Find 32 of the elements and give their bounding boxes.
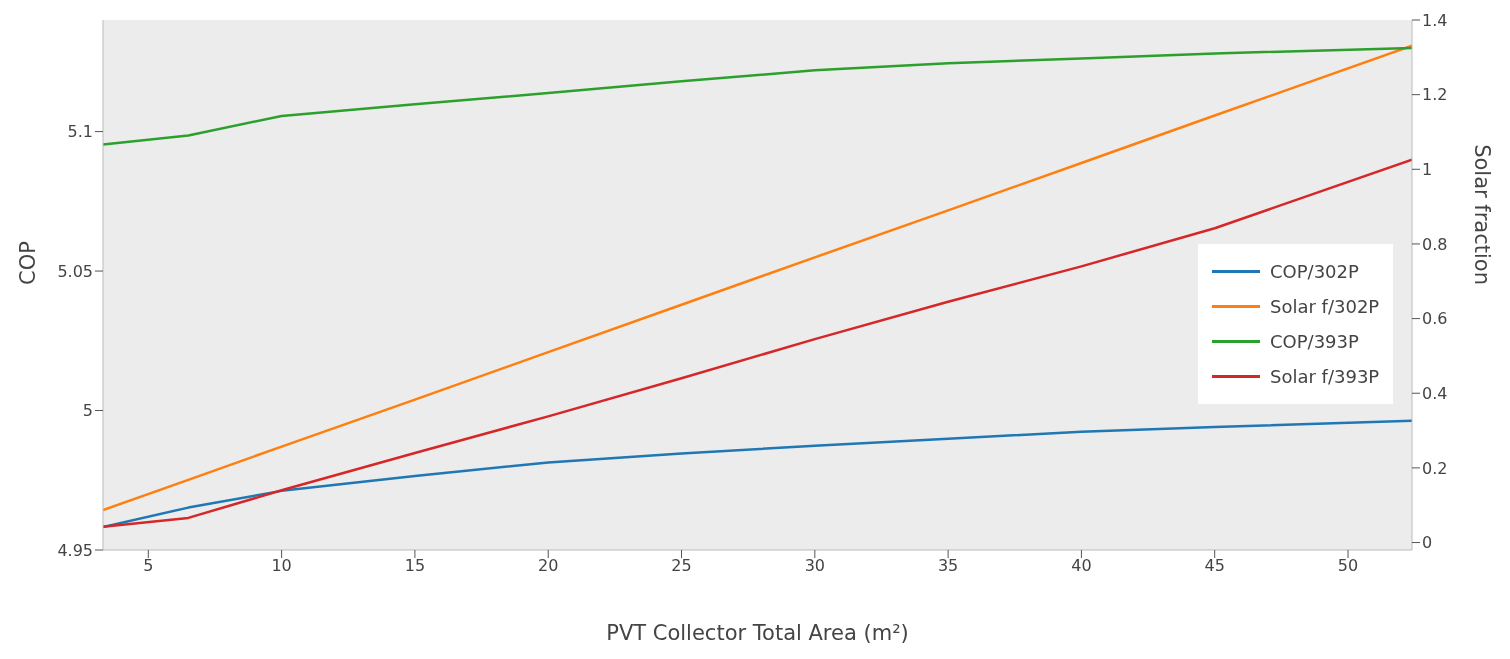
x-axis-title: PVT Collector Total Area (m²) <box>606 621 909 645</box>
x-tick-label: 5 <box>143 556 154 576</box>
legend-label: Solar f/393P <box>1270 365 1380 389</box>
y-tick-label: 5 <box>82 401 93 421</box>
legend-label: COP/302P <box>1270 260 1359 284</box>
x-tick-label: 40 <box>1071 556 1092 576</box>
x-tick-label: 20 <box>538 556 559 576</box>
y-axis-title: COP <box>16 241 41 285</box>
line-series <box>103 46 1412 146</box>
x-tick-label: 45 <box>1204 556 1225 576</box>
line-series <box>103 44 1412 512</box>
legend-label: COP/393P <box>1270 330 1359 354</box>
line-series <box>103 158 1412 529</box>
y2-tick-label: 0.8 <box>1422 234 1448 254</box>
x-tick-label: 15 <box>404 556 426 576</box>
y2-axis-title: Solar fraction <box>1469 144 1494 285</box>
y2-tick-label: 1.2 <box>1422 85 1448 105</box>
x-tick-label: 25 <box>671 556 692 576</box>
legend-label: Solar f/302P <box>1270 295 1380 319</box>
x-tick-label: 10 <box>271 556 292 576</box>
y2-tick-label: 0.4 <box>1422 383 1448 403</box>
x-tick-label: 30 <box>804 556 825 576</box>
y2-tick-label: 1 <box>1422 159 1433 179</box>
y2-tick-label: 0 <box>1422 533 1433 553</box>
y2-tick-label: 0.6 <box>1422 309 1448 329</box>
y-tick-label: 5.1 <box>67 122 93 142</box>
y2-tick-label: 1.4 <box>1422 10 1448 30</box>
x-tick-label: 50 <box>1337 556 1359 576</box>
y-tick-label: 5.05 <box>57 261 93 281</box>
y2-tick-label: 0.2 <box>1422 458 1448 478</box>
y-tick-label: 4.95 <box>57 540 93 560</box>
x-tick-label: 35 <box>937 556 959 576</box>
